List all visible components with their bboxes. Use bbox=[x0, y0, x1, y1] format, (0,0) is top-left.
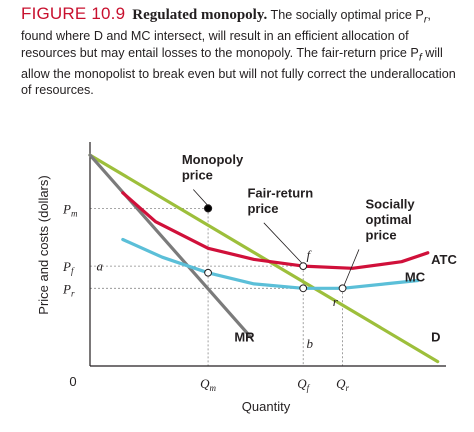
x-tick-Qf: Qf bbox=[297, 376, 310, 393]
x-tick-Qr: Qr bbox=[336, 376, 349, 393]
monopoly-price-leader bbox=[193, 189, 208, 206]
origin-label: 0 bbox=[69, 374, 76, 389]
annotation-b-10: b bbox=[306, 336, 313, 351]
annotation-monopoly-0: Monopoly bbox=[182, 152, 244, 167]
caption-text-3: will allow the monopolist to break even … bbox=[21, 45, 456, 98]
atc-curve bbox=[121, 191, 430, 270]
caption-text-1: The socially optimal price P bbox=[270, 8, 424, 22]
fair-return-point bbox=[299, 262, 308, 271]
annotation-mr-11: MR bbox=[234, 330, 255, 345]
caption-sub-f: f bbox=[418, 51, 422, 64]
figure-number: FIGURE 10.9 bbox=[21, 4, 126, 23]
x-tick-Qm: Qm bbox=[200, 376, 216, 393]
annotation-socially-4: Socially bbox=[366, 196, 416, 211]
mr-curve bbox=[88, 153, 253, 339]
y-tick-Pf: Pf bbox=[62, 259, 75, 276]
monopoly-point bbox=[203, 204, 213, 213]
annotation-atc-13: ATC bbox=[431, 252, 457, 267]
annotation-optimal-5: optimal bbox=[366, 212, 412, 227]
annotation-d-12: D bbox=[431, 330, 440, 345]
figure-title: Regulated monopoly. bbox=[132, 7, 268, 23]
ATC-MC-point bbox=[204, 268, 212, 277]
socially-optimal-point bbox=[338, 284, 347, 293]
figure-caption: FIGURE 10.9 Regulated monopoly. The soci… bbox=[21, 4, 461, 99]
caption-text-2: , found where D and MC intersect, will r… bbox=[21, 8, 431, 60]
fair-return-price-leader bbox=[263, 222, 302, 264]
annotation-price-6: price bbox=[366, 227, 397, 242]
annotation-fair-return-2: Fair-return bbox=[247, 185, 313, 200]
d-curve bbox=[88, 153, 440, 364]
caption-sub-r: r bbox=[423, 13, 428, 26]
socially-optimal-price-leader bbox=[343, 249, 360, 286]
annotation-mc-14: MC bbox=[405, 270, 426, 285]
annotation-a-8: a bbox=[97, 259, 104, 274]
annotation-price-1: price bbox=[182, 168, 213, 183]
y-tick-Pr: Pr bbox=[62, 281, 75, 298]
y-tick-Pm: Pm bbox=[62, 201, 78, 218]
y-axis-title: Price and costs (dollars) bbox=[36, 175, 51, 314]
annotation-r-9: r bbox=[333, 294, 339, 309]
x-axis-title: Quantity bbox=[242, 399, 291, 414]
mc-curve bbox=[121, 237, 420, 290]
annotation-price-3: price bbox=[247, 201, 278, 216]
MC-at-Qf-point bbox=[299, 284, 308, 293]
annotation-f-7: f bbox=[306, 247, 312, 262]
